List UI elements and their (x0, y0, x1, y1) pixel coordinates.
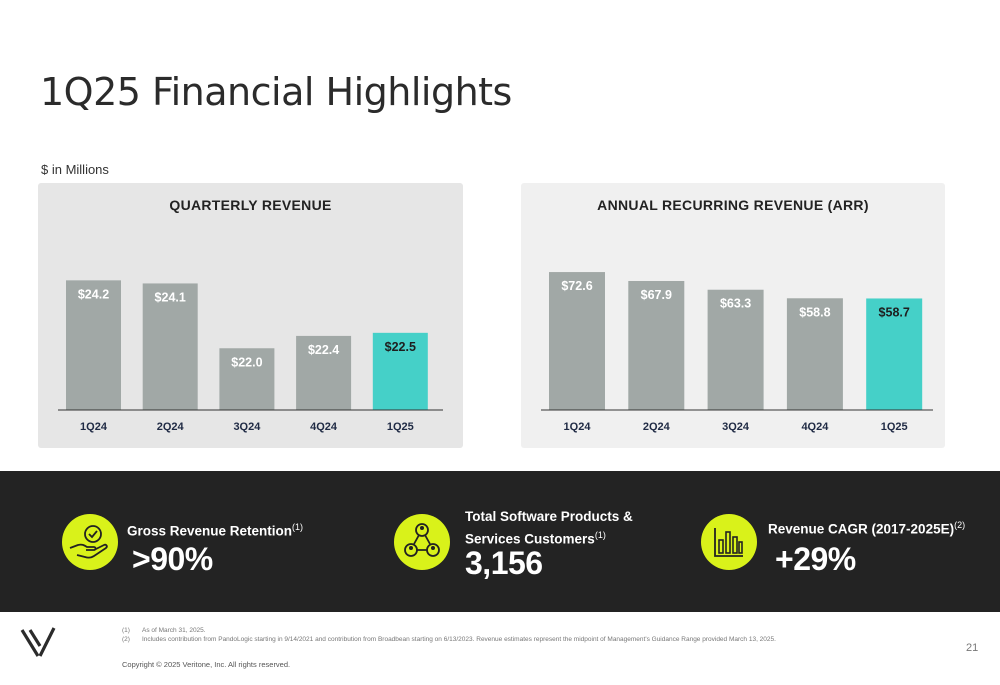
data-label-1Q25: $22.5 (385, 340, 416, 354)
page-number: 21 (966, 642, 979, 654)
metric-value-retention: >90% (132, 541, 213, 577)
data-label-1Q24: $72.6 (561, 279, 592, 293)
bar-1Q25 (866, 298, 923, 410)
bar-3Q24 (707, 289, 764, 410)
arr-chart: $72.6 1Q24 $67.9 2Q24 $63.3 3Q24 $58.8 4Q24 $58.… (541, 272, 933, 433)
arr-panel: ANNUAL RECURRING REVENUE (ARR) $72.6 1Q24… (521, 183, 945, 448)
tick-label-3Q24: 3Q24 (722, 421, 750, 433)
footnotes: (1) As of March 31, 2025. (2) Includes con… (122, 626, 776, 644)
footnote-2: (2) Includes contribution from PandoLogic… (122, 636, 776, 643)
tick-label-4Q24: 4Q24 (801, 421, 829, 433)
quarterly-revenue-panel: QUARTERLY REVENUE $24.2 1Q24 $24.1 2Q24 $22.… (38, 183, 463, 448)
data-label-1Q25: $58.7 (879, 305, 910, 319)
bar-1Q24 (66, 280, 121, 410)
metric-label-cagr: Revenue CAGR (2017-2025E)(2) (768, 520, 966, 537)
bar-chart-icon (701, 514, 757, 570)
tick-label-1Q24: 1Q24 (80, 421, 108, 433)
customers-network-icon (394, 514, 450, 570)
tick-label-1Q25: 1Q25 (387, 421, 414, 433)
data-label-2Q24: $67.9 (641, 288, 672, 302)
copyright: Copyright © 2025 Veritone, Inc. All righ… (122, 660, 291, 669)
metric-label-customers: Total Software Products & Services Custo… (465, 509, 633, 547)
tick-label-4Q24: 4Q24 (310, 421, 338, 433)
metrics-band: Gross Revenue Retention(1) >90% Total So… (0, 471, 1000, 612)
tick-label-3Q24: 3Q24 (233, 421, 261, 433)
quarterly-revenue-chart: $24.2 1Q24 $24.1 2Q24 $22.0 3Q24 $22.4 4Q24 $22.… (58, 280, 443, 433)
hand-check-badge-icon (62, 514, 118, 570)
bar-4Q24 (296, 335, 352, 410)
tick-label-1Q25: 1Q25 (881, 421, 908, 433)
bar-3Q24 (219, 348, 275, 410)
bar-1Q25 (372, 332, 428, 410)
footnote-1: (1) As of March 31, 2025. (122, 627, 206, 634)
chart-title: ANNUAL RECURRING REVENUE (ARR) (597, 197, 869, 213)
tick-label-2Q24: 2Q24 (157, 421, 185, 433)
bar-4Q24 (786, 298, 843, 410)
data-label-1Q24: $24.2 (78, 287, 109, 301)
veritone-v-logo (20, 626, 56, 665)
data-label-4Q24: $22.4 (308, 343, 339, 357)
tick-label-1Q24: 1Q24 (564, 421, 592, 433)
page-title: 1Q25 Financial Highlights (40, 70, 512, 114)
metric-value-customers: 3,156 (465, 545, 543, 581)
metric-label-retention: Gross Revenue Retention(1) (127, 522, 304, 539)
bar-2Q24 (628, 280, 685, 410)
chart-title: QUARTERLY REVENUE (169, 197, 332, 213)
bar-2Q24 (142, 283, 198, 410)
units-note: $ in Millions (41, 162, 109, 177)
bar-1Q24 (549, 272, 605, 410)
data-label-3Q24: $22.0 (231, 355, 262, 369)
data-label-3Q24: $63.3 (720, 297, 751, 311)
metric-value-cagr: +29% (775, 541, 856, 577)
data-label-4Q24: $58.8 (799, 305, 830, 319)
data-label-2Q24: $24.1 (155, 290, 186, 304)
tick-label-2Q24: 2Q24 (643, 421, 671, 433)
